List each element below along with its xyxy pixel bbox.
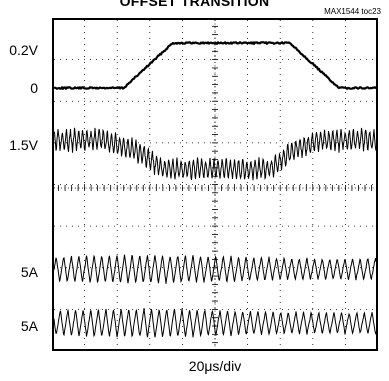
ch1-scale-label: 0.2V: [9, 42, 38, 58]
ch3-scale-label: 5A: [20, 264, 38, 280]
ch4-scale-label: 5A: [20, 318, 38, 334]
figure-id: MAX1544 toc23: [324, 7, 381, 16]
trace-output-voltage: [53, 127, 377, 181]
trace-inductor-current-2: [53, 308, 377, 338]
ch1-zero-label: 0: [30, 80, 38, 96]
ch2-scale-label: 1.5V: [9, 137, 38, 153]
trace-inductor-current-1: [53, 254, 377, 284]
x-axis-label: 20μs/div: [188, 358, 242, 374]
trace-offset-voltage: [53, 41, 377, 90]
chart-title: OFFSET TRANSITION: [119, 0, 270, 9]
scope-plot: [52, 18, 378, 351]
